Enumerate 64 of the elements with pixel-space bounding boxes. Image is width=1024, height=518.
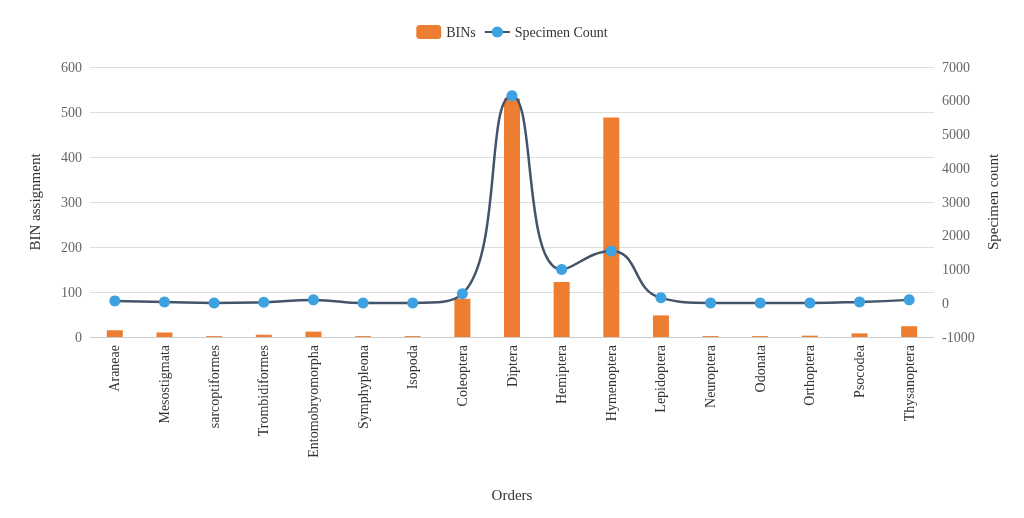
x-tick-label: Coleoptera [454,344,470,407]
y2-tick-label: 6000 [942,93,970,109]
y-tick-label: 0 [75,329,82,345]
bar [553,282,570,337]
point [903,294,915,306]
point [456,288,468,300]
y2-tick-label: 3000 [942,194,970,210]
point [556,264,568,275]
bar [305,331,322,337]
y-tick-label: 300 [61,194,82,210]
x-tick-label: Orthoptera [802,344,818,406]
y2-axis-title: Specimen count [985,153,1002,251]
y2-tick-label: 5000 [942,127,970,142]
y2-tick-label: 2000 [942,228,970,244]
bar [603,117,620,337]
x-tick-label: Thysanoptera [901,344,917,422]
y-tick-label: 500 [61,104,82,120]
point [605,245,617,257]
y2-tick-label: 1000 [942,262,970,277]
point [307,294,319,306]
bar [454,298,471,337]
x-tick-label: Mesostigmata [156,344,172,424]
bar [504,98,520,337]
y2-tick-label: 0 [942,295,949,311]
point [804,297,816,309]
y-tick-label: 600 [61,59,82,75]
x-tick-label: Hemiptera [554,344,570,405]
point [506,90,518,102]
point [407,297,419,309]
point [258,296,270,308]
y-tick-label: 100 [61,284,82,300]
y2-tick-label: -1000 [942,329,975,345]
point [705,297,717,309]
bar [106,330,123,337]
x-tick-label: Entomobryomorpha [305,344,321,458]
bar [901,326,918,337]
x-tick-label: Odonata [752,344,768,393]
point [754,297,766,309]
x-tick-label: Diptera [504,344,520,387]
x-tick-label: Hymenoptera [603,344,619,422]
x-tick-label: Symphypleona [355,344,371,429]
point [158,296,170,308]
x-tick-label: Psocodea [852,344,868,398]
y-tick-label: 200 [61,239,82,255]
y-axis-title: BIN assignment [26,152,43,251]
x-tick-label: Araneae [107,345,123,392]
y-tick-label: 400 [61,149,82,165]
x-tick-label: Lepidoptera [653,344,669,413]
x-tick-label: Trombidiformes [256,345,272,437]
point [854,296,866,308]
x-tick-label: sarcoptiformes [206,345,222,429]
legend-label: Specimen Count [514,24,608,40]
legend-label: BINs [446,24,476,40]
x-axis-title: Orders [491,486,533,503]
point [357,297,369,309]
bar [851,333,868,337]
y2-tick-label: 7000 [942,59,970,75]
y2-tick-label: 4000 [942,160,970,176]
point [208,297,220,309]
bar [652,315,669,337]
point [655,292,667,304]
x-tick-label: Isopoda [405,344,421,390]
point [109,295,121,307]
x-tick-label: Neuroptera [703,344,719,408]
